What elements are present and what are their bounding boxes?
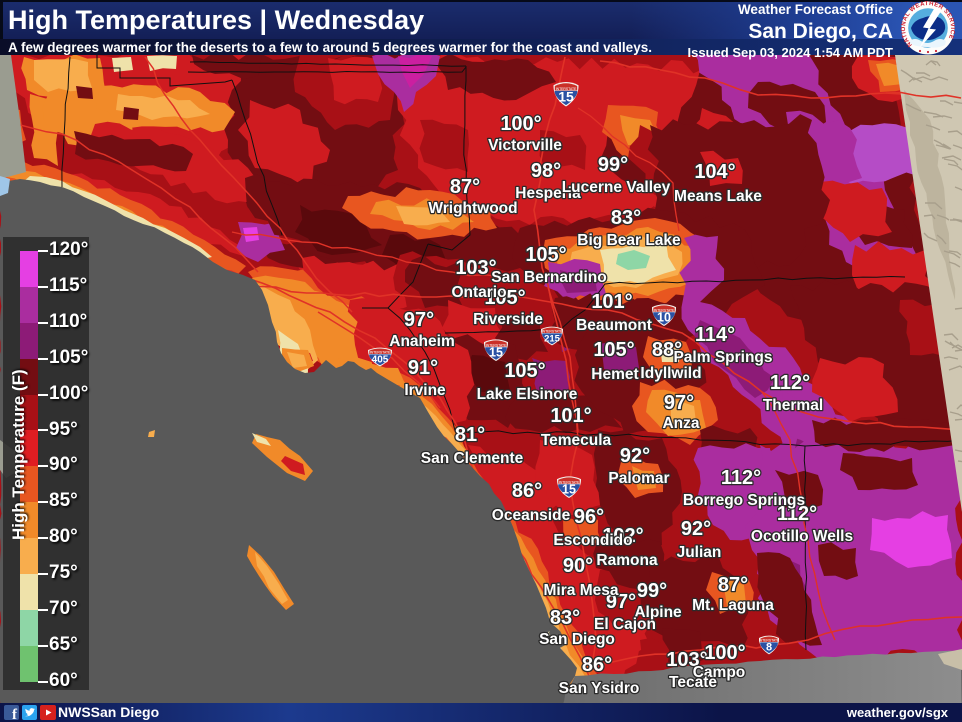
svg-text:99°: 99° <box>637 580 667 602</box>
svg-text:Lucerne Valley: Lucerne Valley <box>562 179 671 196</box>
svg-text:f: f <box>12 707 18 721</box>
svg-text:San Ysidro: San Ysidro <box>559 680 640 697</box>
svg-text:87°: 87° <box>718 574 748 596</box>
svg-text:102°: 102° <box>602 525 643 547</box>
svg-text:90°: 90° <box>563 555 593 577</box>
svg-text:15: 15 <box>489 346 503 360</box>
svg-text:99°: 99° <box>598 154 628 176</box>
svg-text:Campo: Campo <box>693 664 746 681</box>
svg-text:105°: 105° <box>593 339 634 361</box>
svg-text:Oceanside: Oceanside <box>492 507 571 524</box>
svg-text:San Clemente: San Clemente <box>421 450 524 467</box>
svg-text:Temecula: Temecula <box>541 432 612 449</box>
svg-text:Escondido: Escondido <box>553 532 632 549</box>
svg-text:92°: 92° <box>620 445 650 467</box>
svg-text:Tecate: Tecate <box>669 674 717 691</box>
svg-text:100°: 100° <box>500 113 541 135</box>
svg-text:Wrightwood: Wrightwood <box>428 200 517 217</box>
svg-text:INTERSTATE: INTERSTATE <box>559 480 580 484</box>
svg-text:Riverside: Riverside <box>473 311 543 328</box>
svg-text:105°: 105° <box>525 244 566 266</box>
svg-text:87°: 87° <box>450 176 480 198</box>
svg-text:83°: 83° <box>611 207 641 229</box>
svg-text:105°: 105° <box>504 360 545 382</box>
svg-text:San Bernardino: San Bernardino <box>491 269 606 286</box>
svg-text:INTERSTATE: INTERSTATE <box>654 308 675 312</box>
svg-text:INTERSTATE: INTERSTATE <box>486 343 507 347</box>
svg-text:Ontario: Ontario <box>451 284 506 301</box>
svg-text:10: 10 <box>657 311 671 325</box>
svg-text:83°: 83° <box>550 607 580 629</box>
svg-text:81°: 81° <box>455 424 485 446</box>
svg-text:Palomar: Palomar <box>608 470 669 487</box>
svg-text:112°: 112° <box>770 372 810 394</box>
svg-text:Lake Elsinore: Lake Elsinore <box>477 386 578 403</box>
svg-text:97°: 97° <box>664 392 694 414</box>
svg-text:91°: 91° <box>408 357 438 379</box>
svg-text:San Diego: San Diego <box>539 631 615 648</box>
svg-text:104°: 104° <box>694 161 735 183</box>
svg-text:Alpine: Alpine <box>634 604 682 621</box>
svg-text:INTERSTATE: INTERSTATE <box>542 330 563 334</box>
svg-text:Thermal: Thermal <box>763 397 823 414</box>
svg-text:Irvine: Irvine <box>404 382 446 399</box>
svg-text:Ocotillo Wells: Ocotillo Wells <box>751 528 853 545</box>
svg-text:103°: 103° <box>455 257 496 279</box>
svg-text:Beaumont: Beaumont <box>576 317 652 334</box>
svg-text:86°: 86° <box>582 654 612 676</box>
svg-text:97°: 97° <box>606 591 636 613</box>
svg-text:INTERSTATE: INTERSTATE <box>370 351 391 355</box>
svg-text:Victorville: Victorville <box>488 137 562 154</box>
svg-text:Mira Mesa: Mira Mesa <box>544 582 619 599</box>
svg-text:Julian: Julian <box>677 544 722 561</box>
svg-text:Hesperia: Hesperia <box>515 185 581 202</box>
svg-text:103°: 103° <box>666 649 707 671</box>
svg-text:Idyllwild: Idyllwild <box>640 365 701 382</box>
svg-text:INTERSTATE: INTERSTATE <box>759 639 780 643</box>
svg-text:Ramona: Ramona <box>596 552 658 569</box>
svg-text:101°: 101° <box>550 405 591 427</box>
svg-text:Big Bear Lake: Big Bear Lake <box>577 232 681 249</box>
svg-text:114°: 114° <box>695 324 735 346</box>
svg-text:Hemet: Hemet <box>591 366 638 383</box>
svg-text:112°: 112° <box>777 503 817 525</box>
svg-text:105°: 105° <box>484 287 525 309</box>
svg-text:96°: 96° <box>574 506 604 528</box>
svg-text:97°: 97° <box>404 309 434 331</box>
svg-text:Palm Springs: Palm Springs <box>673 349 772 366</box>
svg-text:98°: 98° <box>531 160 561 182</box>
svg-text:15: 15 <box>558 89 574 105</box>
svg-text:405: 405 <box>372 355 389 366</box>
svg-text:Borrego Springs: Borrego Springs <box>683 492 805 509</box>
svg-text:86°: 86° <box>512 480 542 502</box>
svg-text:Mt. Laguna: Mt. Laguna <box>692 597 774 614</box>
svg-text:INTERSTATE: INTERSTATE <box>556 87 577 91</box>
svg-text:92°: 92° <box>681 518 711 540</box>
svg-text:101°: 101° <box>591 291 632 313</box>
svg-text:Means Lake: Means Lake <box>674 188 762 205</box>
svg-text:8: 8 <box>766 642 772 654</box>
svg-text:Anaheim: Anaheim <box>389 333 454 350</box>
svg-text:215: 215 <box>544 334 561 345</box>
svg-text:112°: 112° <box>721 467 761 489</box>
svg-text:15: 15 <box>562 483 576 497</box>
svg-text:100°: 100° <box>704 642 745 664</box>
svg-text:El Cajon: El Cajon <box>594 616 656 633</box>
svg-text:88°: 88° <box>652 339 682 361</box>
svg-text:Anza: Anza <box>662 415 699 432</box>
